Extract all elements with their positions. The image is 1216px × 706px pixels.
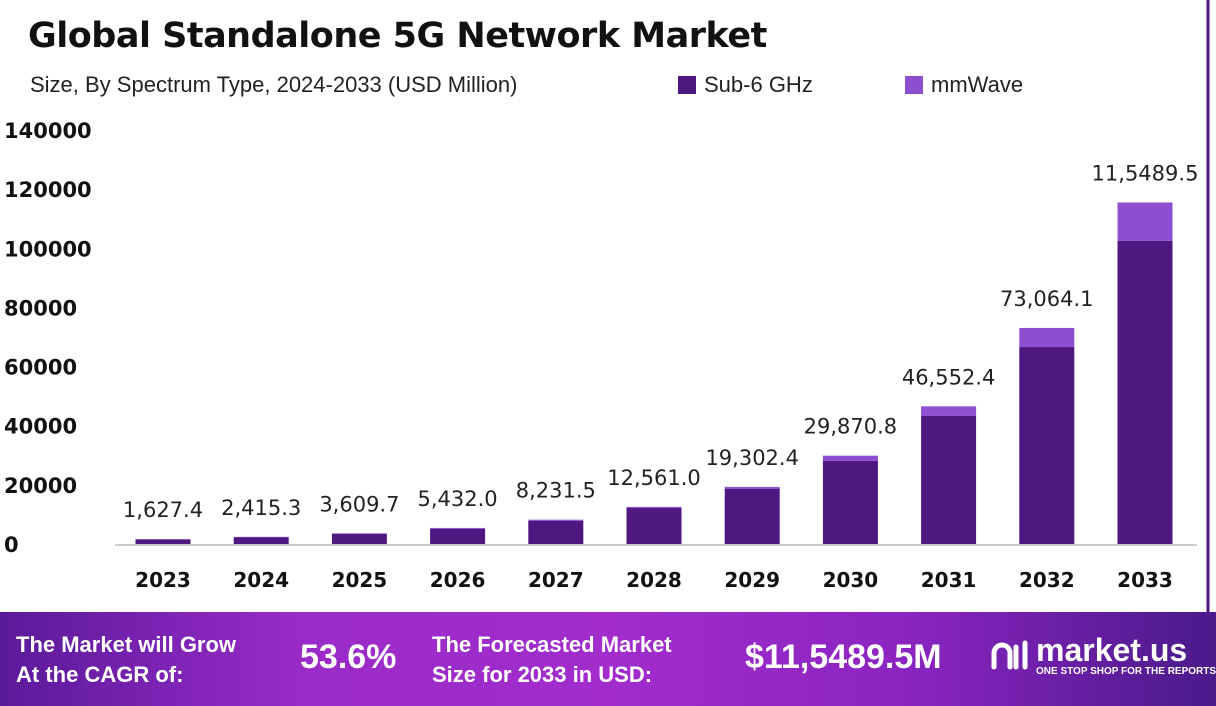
x-tick-label: 2027 <box>528 568 584 592</box>
data-label-2024: 2,415.3 <box>221 496 301 520</box>
data-label-2030: 29,870.8 <box>804 415 898 439</box>
bar-mmwave-2032 <box>1019 327 1075 348</box>
x-tick-label: 2032 <box>1019 568 1075 592</box>
marketus-logo: market.us ONE STOP SHOP FOR THE REPORTS <box>990 634 1216 677</box>
bar-mmwave-2027 <box>528 519 584 521</box>
bar-mmwave-2029 <box>724 486 780 489</box>
data-label-2031: 46,552.4 <box>902 365 996 389</box>
data-label-2033: 11,5489.5 <box>1092 161 1199 185</box>
bar-sub6-2030 <box>822 460 878 544</box>
x-tick-label: 2029 <box>724 568 780 592</box>
bar-mmwave-2031 <box>921 406 977 416</box>
bar-mmwave-2028 <box>626 506 682 508</box>
forecast-label-line2: Size for 2033 in USD: <box>432 662 653 687</box>
x-tick-label: 2024 <box>233 568 289 592</box>
data-label-2025: 3,609.7 <box>319 492 399 516</box>
x-tick-label: 2023 <box>135 568 191 592</box>
x-tick-label: 2026 <box>430 568 486 592</box>
legend-swatch-mmwave <box>905 76 923 94</box>
y-tick-label: 0 <box>4 533 19 557</box>
summary-banner: The Market will Grow At the CAGR of: 53.… <box>0 612 1216 706</box>
chart-title: Global Standalone 5G Network Market <box>28 16 767 56</box>
bar-mmwave-2030 <box>822 455 878 461</box>
bar-chart: 0 20000 40000 60000 80000 100000 120000 140000 1… <box>4 0 1210 612</box>
y-tick-label: 120000 <box>4 178 92 202</box>
y-tick-label: 80000 <box>4 296 77 320</box>
bar-sub6-2028 <box>626 507 682 544</box>
y-tick-label: 60000 <box>4 356 77 380</box>
data-label-2029: 19,302.4 <box>705 446 799 470</box>
bar-sub6-2029 <box>724 488 780 544</box>
bar-mmwave-2023 <box>135 539 191 540</box>
data-label-2026: 5,432.0 <box>418 487 498 511</box>
forecast-value: $11,5489.5M <box>745 638 942 676</box>
x-tick-label: 2031 <box>921 568 977 592</box>
logo-name: market.us <box>1036 632 1188 668</box>
legend-item-mmwave: mmWave <box>905 72 1023 98</box>
y-tick-label: 40000 <box>4 415 77 439</box>
bar-sub6-2023 <box>135 539 191 544</box>
y-tick-label: 100000 <box>4 237 92 261</box>
x-tick-label: 2028 <box>626 568 682 592</box>
bar-sub6-2031 <box>921 415 977 544</box>
x-tick-label: 2030 <box>823 568 879 592</box>
bar-mmwave-2033 <box>1117 202 1173 241</box>
x-tick-label: 2033 <box>1117 568 1173 592</box>
data-label-2023: 1,627.4 <box>123 498 203 522</box>
bar-sub6-2027 <box>528 520 584 544</box>
chart-subtitle: Size, By Spectrum Type, 2024-2033 (USD M… <box>30 72 518 97</box>
data-label-2027: 8,231.5 <box>516 479 596 503</box>
bar-sub6-2033 <box>1117 240 1173 544</box>
y-tick-label: 140000 <box>4 119 92 143</box>
data-label-2028: 12,561.0 <box>607 466 701 490</box>
bar-mmwave-2026 <box>430 527 486 529</box>
forecast-label: The Forecasted Market Size for 2033 in U… <box>432 630 672 690</box>
cagr-label-line2: At the CAGR of: <box>16 662 184 687</box>
logo-mark-icon <box>991 640 1028 669</box>
data-label-2032: 73,064.1 <box>1000 287 1094 311</box>
bar-sub6-2026 <box>430 528 486 544</box>
cagr-label: The Market will Grow At the CAGR of: <box>16 630 236 690</box>
legend-swatch-sub6 <box>678 76 696 94</box>
bar-mmwave-2025 <box>331 533 387 534</box>
bar-mmwave-2024 <box>233 536 289 538</box>
cagr-value: 53.6% <box>300 638 397 676</box>
y-tick-label: 20000 <box>4 474 77 498</box>
legend-label-sub6: Sub-6 GHz <box>704 72 813 97</box>
cagr-label-line1: The Market will Grow <box>16 632 237 657</box>
forecast-label-line1: The Forecasted Market <box>432 632 672 657</box>
x-tick-label: 2025 <box>332 568 388 592</box>
bar-sub6-2025 <box>331 533 387 544</box>
logo-tagline: ONE STOP SHOP FOR THE REPORTS <box>1036 666 1216 677</box>
bar-sub6-2024 <box>233 537 289 544</box>
legend-label-mmwave: mmWave <box>931 72 1024 97</box>
bar-sub6-2032 <box>1019 347 1075 544</box>
legend-item-sub6: Sub-6 GHz <box>678 72 813 98</box>
